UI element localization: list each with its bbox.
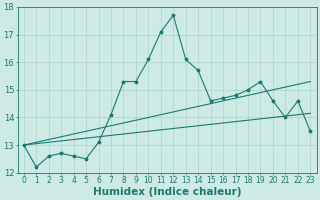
- X-axis label: Humidex (Indice chaleur): Humidex (Indice chaleur): [93, 187, 241, 197]
